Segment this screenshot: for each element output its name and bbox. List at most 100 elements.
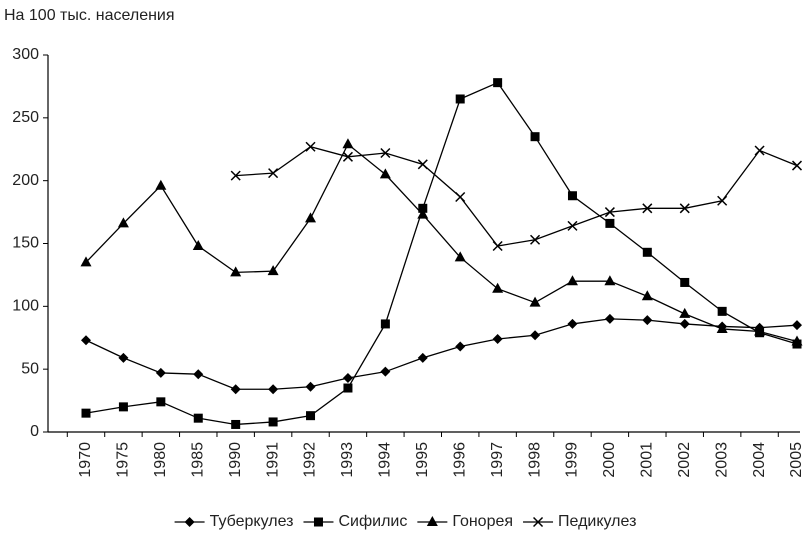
data-point	[679, 203, 690, 214]
x-tick-label: 2005	[788, 442, 805, 478]
data-point	[230, 170, 241, 181]
data-point	[642, 203, 653, 214]
data-point	[641, 290, 653, 301]
x-tick-label: 1991	[264, 442, 281, 478]
data-point	[155, 367, 166, 378]
y-tick-label: 300	[12, 46, 39, 63]
data-point	[305, 141, 316, 152]
x-tick-label: 2002	[676, 442, 693, 478]
data-point	[342, 151, 353, 162]
data-point	[529, 296, 541, 307]
data-point	[117, 217, 129, 228]
y-tick-label: 150	[12, 235, 39, 252]
legend-label: Сифилис	[338, 513, 407, 530]
series-line	[85, 81, 798, 426]
data-point	[567, 220, 578, 231]
data-point	[306, 411, 316, 421]
data-point	[268, 168, 279, 179]
data-point	[454, 251, 466, 262]
legend-marker	[313, 517, 323, 527]
x-tick-label: 1980	[152, 442, 169, 478]
legend-label: Туберкулез	[210, 513, 294, 530]
data-point	[118, 402, 128, 412]
data-point	[231, 419, 241, 429]
x-tick-label: 1998	[526, 442, 543, 478]
x-tick-label: 1994	[377, 442, 394, 478]
series-line	[85, 318, 798, 390]
data-point	[642, 247, 652, 257]
data-point	[455, 341, 466, 352]
data-point	[418, 203, 428, 213]
data-point	[380, 319, 390, 329]
data-point	[717, 195, 728, 206]
x-tick-label: 1975	[115, 442, 132, 478]
data-point	[267, 265, 279, 276]
data-point	[642, 315, 653, 326]
data-point	[379, 168, 391, 179]
legend-marker	[533, 516, 544, 528]
x-tick-label: 1996	[451, 442, 468, 478]
x-tick-label: 2001	[639, 442, 656, 478]
data-point	[492, 240, 503, 252]
x-tick-label: 1995	[414, 442, 431, 478]
data-point	[754, 145, 765, 156]
data-point	[530, 234, 541, 245]
x-tick-label: 1985	[189, 442, 206, 478]
data-point	[380, 366, 391, 377]
data-point	[604, 313, 615, 324]
data-point	[230, 266, 242, 277]
data-point	[230, 384, 241, 395]
data-point	[193, 413, 203, 423]
data-point	[791, 160, 803, 171]
data-point	[679, 318, 690, 329]
x-tick-label: 1970	[77, 442, 94, 478]
data-point	[604, 207, 615, 218]
x-tick-label: 1999	[564, 442, 581, 478]
data-point	[417, 208, 429, 219]
y-tick-label: 250	[12, 109, 39, 126]
data-point	[342, 138, 354, 149]
data-point	[305, 212, 317, 223]
data-point	[754, 325, 766, 336]
data-point	[268, 384, 279, 395]
series-line	[235, 146, 798, 247]
data-point	[455, 94, 465, 104]
data-point	[605, 218, 615, 228]
data-point	[792, 320, 802, 331]
data-point	[81, 408, 91, 418]
data-point	[192, 240, 204, 251]
data-point	[343, 383, 353, 393]
y-tick-label: 0	[30, 423, 39, 440]
data-point	[342, 372, 353, 383]
data-point	[604, 275, 616, 286]
data-point	[417, 159, 428, 170]
data-point	[567, 191, 577, 201]
x-tick-label: 2004	[751, 442, 768, 478]
data-point	[493, 78, 503, 88]
data-point	[155, 179, 167, 190]
data-point	[80, 256, 92, 267]
legend-label: Педикулез	[558, 513, 636, 530]
y-axis-label: На 100 тыс. населения	[4, 7, 175, 24]
data-point	[530, 132, 540, 142]
data-point	[81, 335, 91, 346]
y-tick-label: 200	[12, 172, 39, 189]
series-line	[85, 143, 798, 343]
data-point	[455, 191, 466, 203]
x-tick-label: 1997	[489, 442, 506, 478]
legend-marker	[184, 517, 195, 527]
data-point	[492, 282, 504, 293]
data-point	[530, 330, 541, 341]
data-point	[268, 417, 278, 427]
data-point	[791, 335, 803, 346]
data-point	[492, 334, 503, 345]
data-point	[193, 369, 204, 380]
data-point	[417, 352, 428, 363]
data-point	[305, 381, 316, 392]
data-point	[380, 147, 391, 159]
data-point	[716, 322, 728, 333]
x-tick-label: 2000	[601, 442, 618, 478]
data-point	[680, 277, 690, 287]
x-tick-label: 1992	[302, 442, 319, 478]
